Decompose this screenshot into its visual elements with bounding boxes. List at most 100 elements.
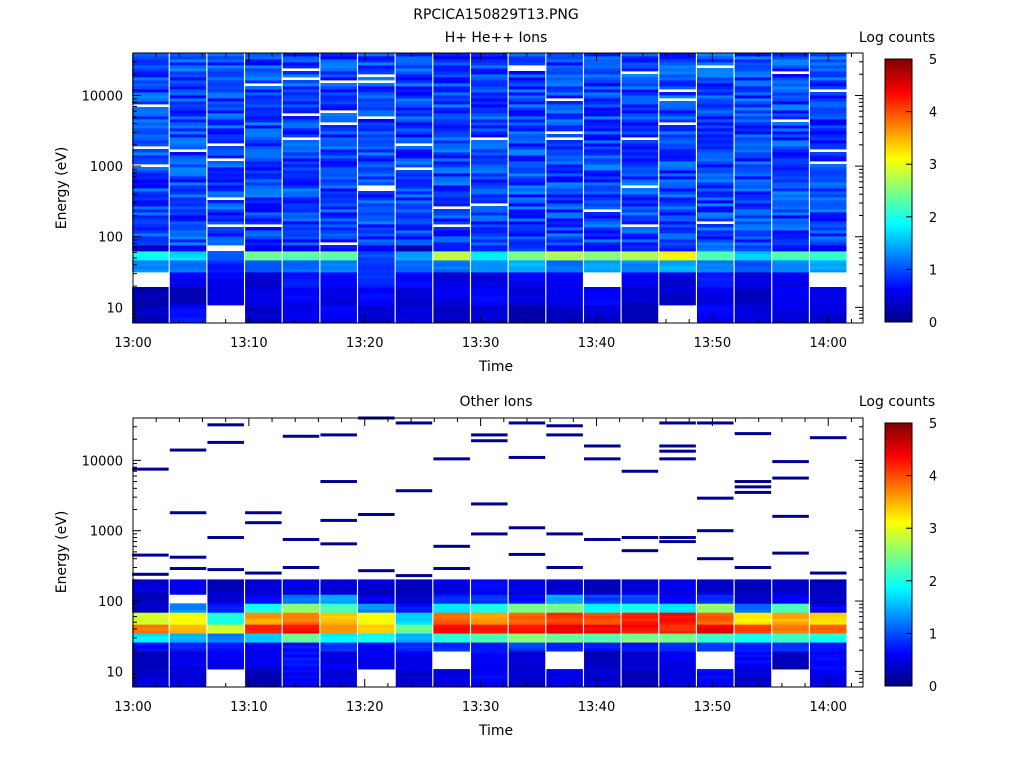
colorbar-swatch xyxy=(885,423,912,427)
heatmap-cell xyxy=(358,140,395,144)
colorbar-swatch xyxy=(885,264,912,268)
heatmap-cell xyxy=(772,600,809,604)
x-tick-label: 13:50 xyxy=(694,336,731,351)
heatmap-cell xyxy=(508,140,546,144)
heatmap-cell xyxy=(734,284,772,288)
heatmap-cell xyxy=(734,624,772,628)
colorbar-swatch xyxy=(885,253,912,257)
heatmap-cell xyxy=(245,284,282,288)
heatmap-cell xyxy=(132,585,169,589)
heatmap-cell xyxy=(697,176,734,180)
heatmap-cell xyxy=(734,260,772,264)
heatmap-cell xyxy=(169,320,207,324)
heatmap-cell xyxy=(245,143,282,147)
heatmap-cell xyxy=(659,185,696,189)
heatmap-cell xyxy=(772,624,809,628)
colorbar-tick-label: 3 xyxy=(929,522,937,537)
heatmap-cell xyxy=(282,672,320,676)
heatmap-cell xyxy=(320,119,357,123)
heatmap-cell xyxy=(772,212,809,216)
heatmap-cell xyxy=(772,77,809,81)
heatmap-cell xyxy=(659,74,696,78)
heatmap-cell xyxy=(471,320,508,324)
heatmap-cell xyxy=(471,80,508,84)
heatmap-cell xyxy=(207,266,244,270)
heatmap-cell xyxy=(508,170,546,174)
heatmap-cell xyxy=(132,182,169,186)
heatmap-cell xyxy=(169,86,207,90)
colorbar-swatch xyxy=(885,229,912,234)
heatmap-cell xyxy=(659,609,696,613)
heatmap-cell xyxy=(245,158,282,162)
colorbar-swatch xyxy=(885,620,912,624)
heatmap-cell xyxy=(282,206,320,210)
heatmap-cell xyxy=(395,305,433,309)
heatmap-cell xyxy=(282,71,320,75)
heatmap-cell xyxy=(546,672,583,676)
heatmap-cell xyxy=(584,636,621,640)
heatmap-cell xyxy=(734,678,772,682)
heatmap-cell xyxy=(395,161,433,165)
heatmap-cell xyxy=(734,311,772,315)
colorbar-swatch xyxy=(885,541,912,545)
colorbar-swatch xyxy=(885,122,912,126)
colorbar-swatch xyxy=(885,177,912,181)
heatmap-cell xyxy=(659,603,696,607)
heatmap-cell xyxy=(433,230,470,234)
heatmap-cell xyxy=(245,248,282,252)
heatmap-cell xyxy=(508,119,546,123)
heatmap-cell xyxy=(471,128,508,132)
heatmap-cell xyxy=(546,83,583,87)
heatmap-cell xyxy=(621,80,659,84)
heatmap-cell xyxy=(659,254,696,258)
heatmap-cell xyxy=(546,648,583,652)
colorbar-swatch xyxy=(885,182,912,186)
heatmap-cell xyxy=(320,161,357,165)
heatmap-cell xyxy=(508,176,546,180)
colorbar-swatch xyxy=(885,248,912,252)
heatmap-cell xyxy=(358,203,395,207)
heatmap-cell xyxy=(772,630,809,634)
heatmap-line xyxy=(508,552,546,556)
heatmap-cell xyxy=(772,104,809,108)
heatmap-cell xyxy=(320,660,357,664)
heatmap-cell xyxy=(245,636,282,640)
heatmap-cell xyxy=(358,612,395,616)
heatmap-cell xyxy=(621,152,659,156)
heatmap-cell xyxy=(659,158,696,162)
heatmap-cell xyxy=(169,74,207,78)
heatmap-cell xyxy=(659,681,696,685)
heatmap-cell xyxy=(471,284,508,288)
heatmap-cell xyxy=(508,146,546,150)
heatmap-cell xyxy=(358,585,395,589)
heatmap-cell xyxy=(621,254,659,258)
heatmap-cell xyxy=(809,609,847,613)
heatmap-cell xyxy=(169,188,207,192)
heatmap-cell xyxy=(471,302,508,306)
heatmap-cell xyxy=(621,212,659,216)
heatmap-cell xyxy=(809,230,847,234)
heatmap-line xyxy=(395,489,433,493)
heatmap-cell xyxy=(282,633,320,637)
heatmap-cell xyxy=(169,633,207,637)
heatmap-cell xyxy=(508,80,546,84)
heatmap-cell xyxy=(584,269,621,273)
colorbar-swatch xyxy=(885,622,912,627)
heatmap-cell xyxy=(659,212,696,216)
heatmap-cell xyxy=(621,681,659,685)
heatmap-cell xyxy=(245,597,282,601)
colorbar-tick-label: 2 xyxy=(929,211,937,226)
heatmap-cell xyxy=(584,74,621,78)
heatmap-cell xyxy=(772,53,809,57)
heatmap-cell xyxy=(734,639,772,643)
heatmap-cell xyxy=(471,185,508,189)
heatmap-cell xyxy=(358,287,395,291)
heatmap-cell xyxy=(508,62,546,66)
heatmap-cell xyxy=(282,245,320,249)
heatmap-cell xyxy=(697,296,734,300)
colorbar-swatch xyxy=(885,601,912,605)
heatmap-cell xyxy=(809,92,847,96)
heatmap-cell xyxy=(772,113,809,117)
heatmap-cell xyxy=(132,639,169,643)
heatmap-cell xyxy=(245,62,282,66)
